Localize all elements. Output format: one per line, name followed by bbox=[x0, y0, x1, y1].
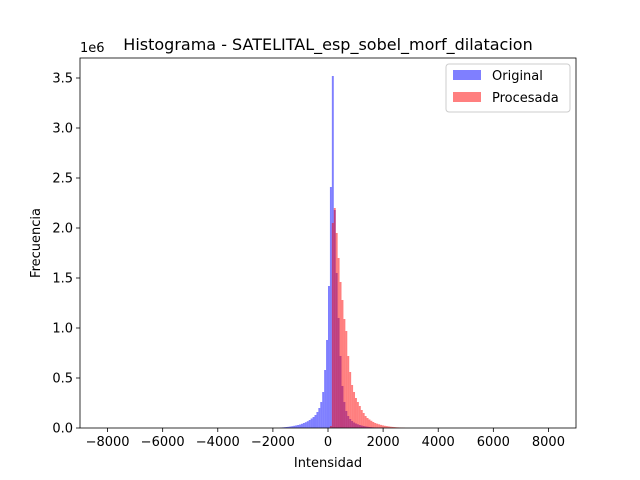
x-tick-label: −4000 bbox=[196, 435, 240, 450]
y-tick-label: 2.0 bbox=[52, 222, 73, 237]
legend-swatch-original bbox=[453, 70, 481, 80]
legend-label-original: Original bbox=[492, 69, 543, 84]
x-axis-ticks: −8000 −6000 −4000 −2000 0 2000 4000 6000 8000 bbox=[86, 428, 565, 450]
x-tick-label: 4000 bbox=[422, 435, 455, 450]
bar-procesada-15 bbox=[358, 406, 361, 428]
bar-original-10 bbox=[299, 424, 301, 428]
y-axis-ticks: 0.0 0.5 1.0 1.5 2.0 2.5 3.0 3.5 bbox=[52, 72, 80, 437]
bar-original-18 bbox=[314, 415, 317, 428]
bar-original-15 bbox=[308, 420, 311, 428]
legend-label-procesada: Procesada bbox=[492, 91, 559, 106]
bar-original-17 bbox=[312, 417, 315, 428]
bar-procesada-27 bbox=[382, 425, 384, 428]
bar-original-23 bbox=[324, 370, 327, 428]
x-tick-label: 8000 bbox=[532, 435, 565, 450]
bar-original-4 bbox=[287, 426, 290, 428]
bar-procesada-9 bbox=[347, 356, 350, 428]
y-tick-label: 3.0 bbox=[52, 122, 73, 137]
chart-title: Histograma - SATELITAL_esp_sobel_morf_di… bbox=[123, 35, 532, 55]
x-tick-label: −6000 bbox=[141, 435, 185, 450]
x-axis-label: Intensidad bbox=[294, 456, 362, 471]
bar-procesada-7 bbox=[343, 319, 346, 428]
bar-procesada-23 bbox=[374, 423, 377, 428]
x-tick-label: 0 bbox=[324, 435, 332, 450]
legend: Original Procesada bbox=[445, 63, 571, 113]
bar-procesada-12 bbox=[353, 392, 356, 428]
y-axis-label: Frecuencia bbox=[29, 208, 44, 278]
bar-original-13 bbox=[304, 422, 307, 428]
legend-swatch-procesada bbox=[453, 92, 481, 102]
x-tick-label: 2000 bbox=[367, 435, 400, 450]
bar-original-6 bbox=[291, 426, 294, 428]
bar-procesada-21 bbox=[370, 420, 373, 428]
histogram-bars bbox=[279, 76, 406, 428]
bar-original-26 bbox=[329, 187, 332, 428]
bar-procesada-4 bbox=[337, 258, 340, 428]
bar-original-24 bbox=[326, 340, 328, 428]
bar-procesada-28 bbox=[383, 425, 386, 428]
bar-original-7 bbox=[293, 425, 296, 428]
bar-procesada-31 bbox=[389, 426, 392, 428]
bar-procesada-25 bbox=[378, 424, 381, 428]
bar-procesada-17 bbox=[362, 413, 365, 428]
y-tick-label: 0.0 bbox=[52, 422, 73, 437]
bar-procesada-13 bbox=[355, 398, 357, 428]
bar-procesada-18 bbox=[364, 416, 367, 428]
bar-procesada-24 bbox=[376, 423, 379, 428]
bar-original-22 bbox=[322, 392, 325, 428]
bar-procesada-10 bbox=[349, 372, 352, 428]
bar-original-16 bbox=[310, 418, 313, 428]
bar-original-19 bbox=[316, 412, 319, 428]
bar-procesada-20 bbox=[368, 419, 371, 428]
x-tick-label: −2000 bbox=[251, 435, 295, 450]
bar-procesada-14 bbox=[356, 402, 359, 428]
bar-procesada-30 bbox=[387, 426, 390, 428]
bar-procesada-1 bbox=[331, 223, 334, 428]
bar-procesada-19 bbox=[366, 418, 369, 428]
series-procesada bbox=[329, 208, 406, 428]
bar-original-12 bbox=[302, 423, 305, 428]
y-tick-label: 0.5 bbox=[52, 372, 73, 387]
bar-original-11 bbox=[301, 423, 303, 428]
bar-procesada-8 bbox=[345, 331, 348, 428]
x-tick-label: 6000 bbox=[477, 435, 510, 450]
x-tick-label: −8000 bbox=[86, 435, 130, 450]
bar-procesada-0 bbox=[329, 426, 332, 428]
y-tick-label: 1.0 bbox=[52, 322, 73, 337]
bar-procesada-6 bbox=[341, 300, 344, 428]
bar-procesada-29 bbox=[385, 426, 388, 428]
bar-original-25 bbox=[328, 286, 330, 428]
bar-procesada-26 bbox=[380, 424, 383, 428]
y-tick-label: 3.5 bbox=[52, 72, 73, 87]
bar-procesada-3 bbox=[335, 233, 338, 428]
bar-original-14 bbox=[306, 421, 309, 428]
bar-procesada-2 bbox=[333, 208, 336, 428]
bar-procesada-32 bbox=[391, 426, 394, 428]
bar-original-20 bbox=[318, 408, 321, 428]
bar-original-9 bbox=[297, 425, 300, 428]
bar-procesada-16 bbox=[360, 410, 363, 428]
y-tick-label: 2.5 bbox=[52, 172, 73, 187]
bar-procesada-22 bbox=[372, 422, 375, 428]
bar-original-21 bbox=[320, 402, 323, 428]
bar-procesada-33 bbox=[393, 427, 396, 428]
y-tick-label: 1.5 bbox=[52, 272, 73, 287]
y-axis-scale-label: 1e6 bbox=[80, 41, 105, 56]
bar-original-8 bbox=[295, 425, 298, 428]
bar-original-3 bbox=[285, 427, 288, 428]
bar-original-5 bbox=[289, 426, 292, 428]
bar-procesada-5 bbox=[339, 282, 342, 428]
bar-procesada-11 bbox=[351, 385, 354, 428]
